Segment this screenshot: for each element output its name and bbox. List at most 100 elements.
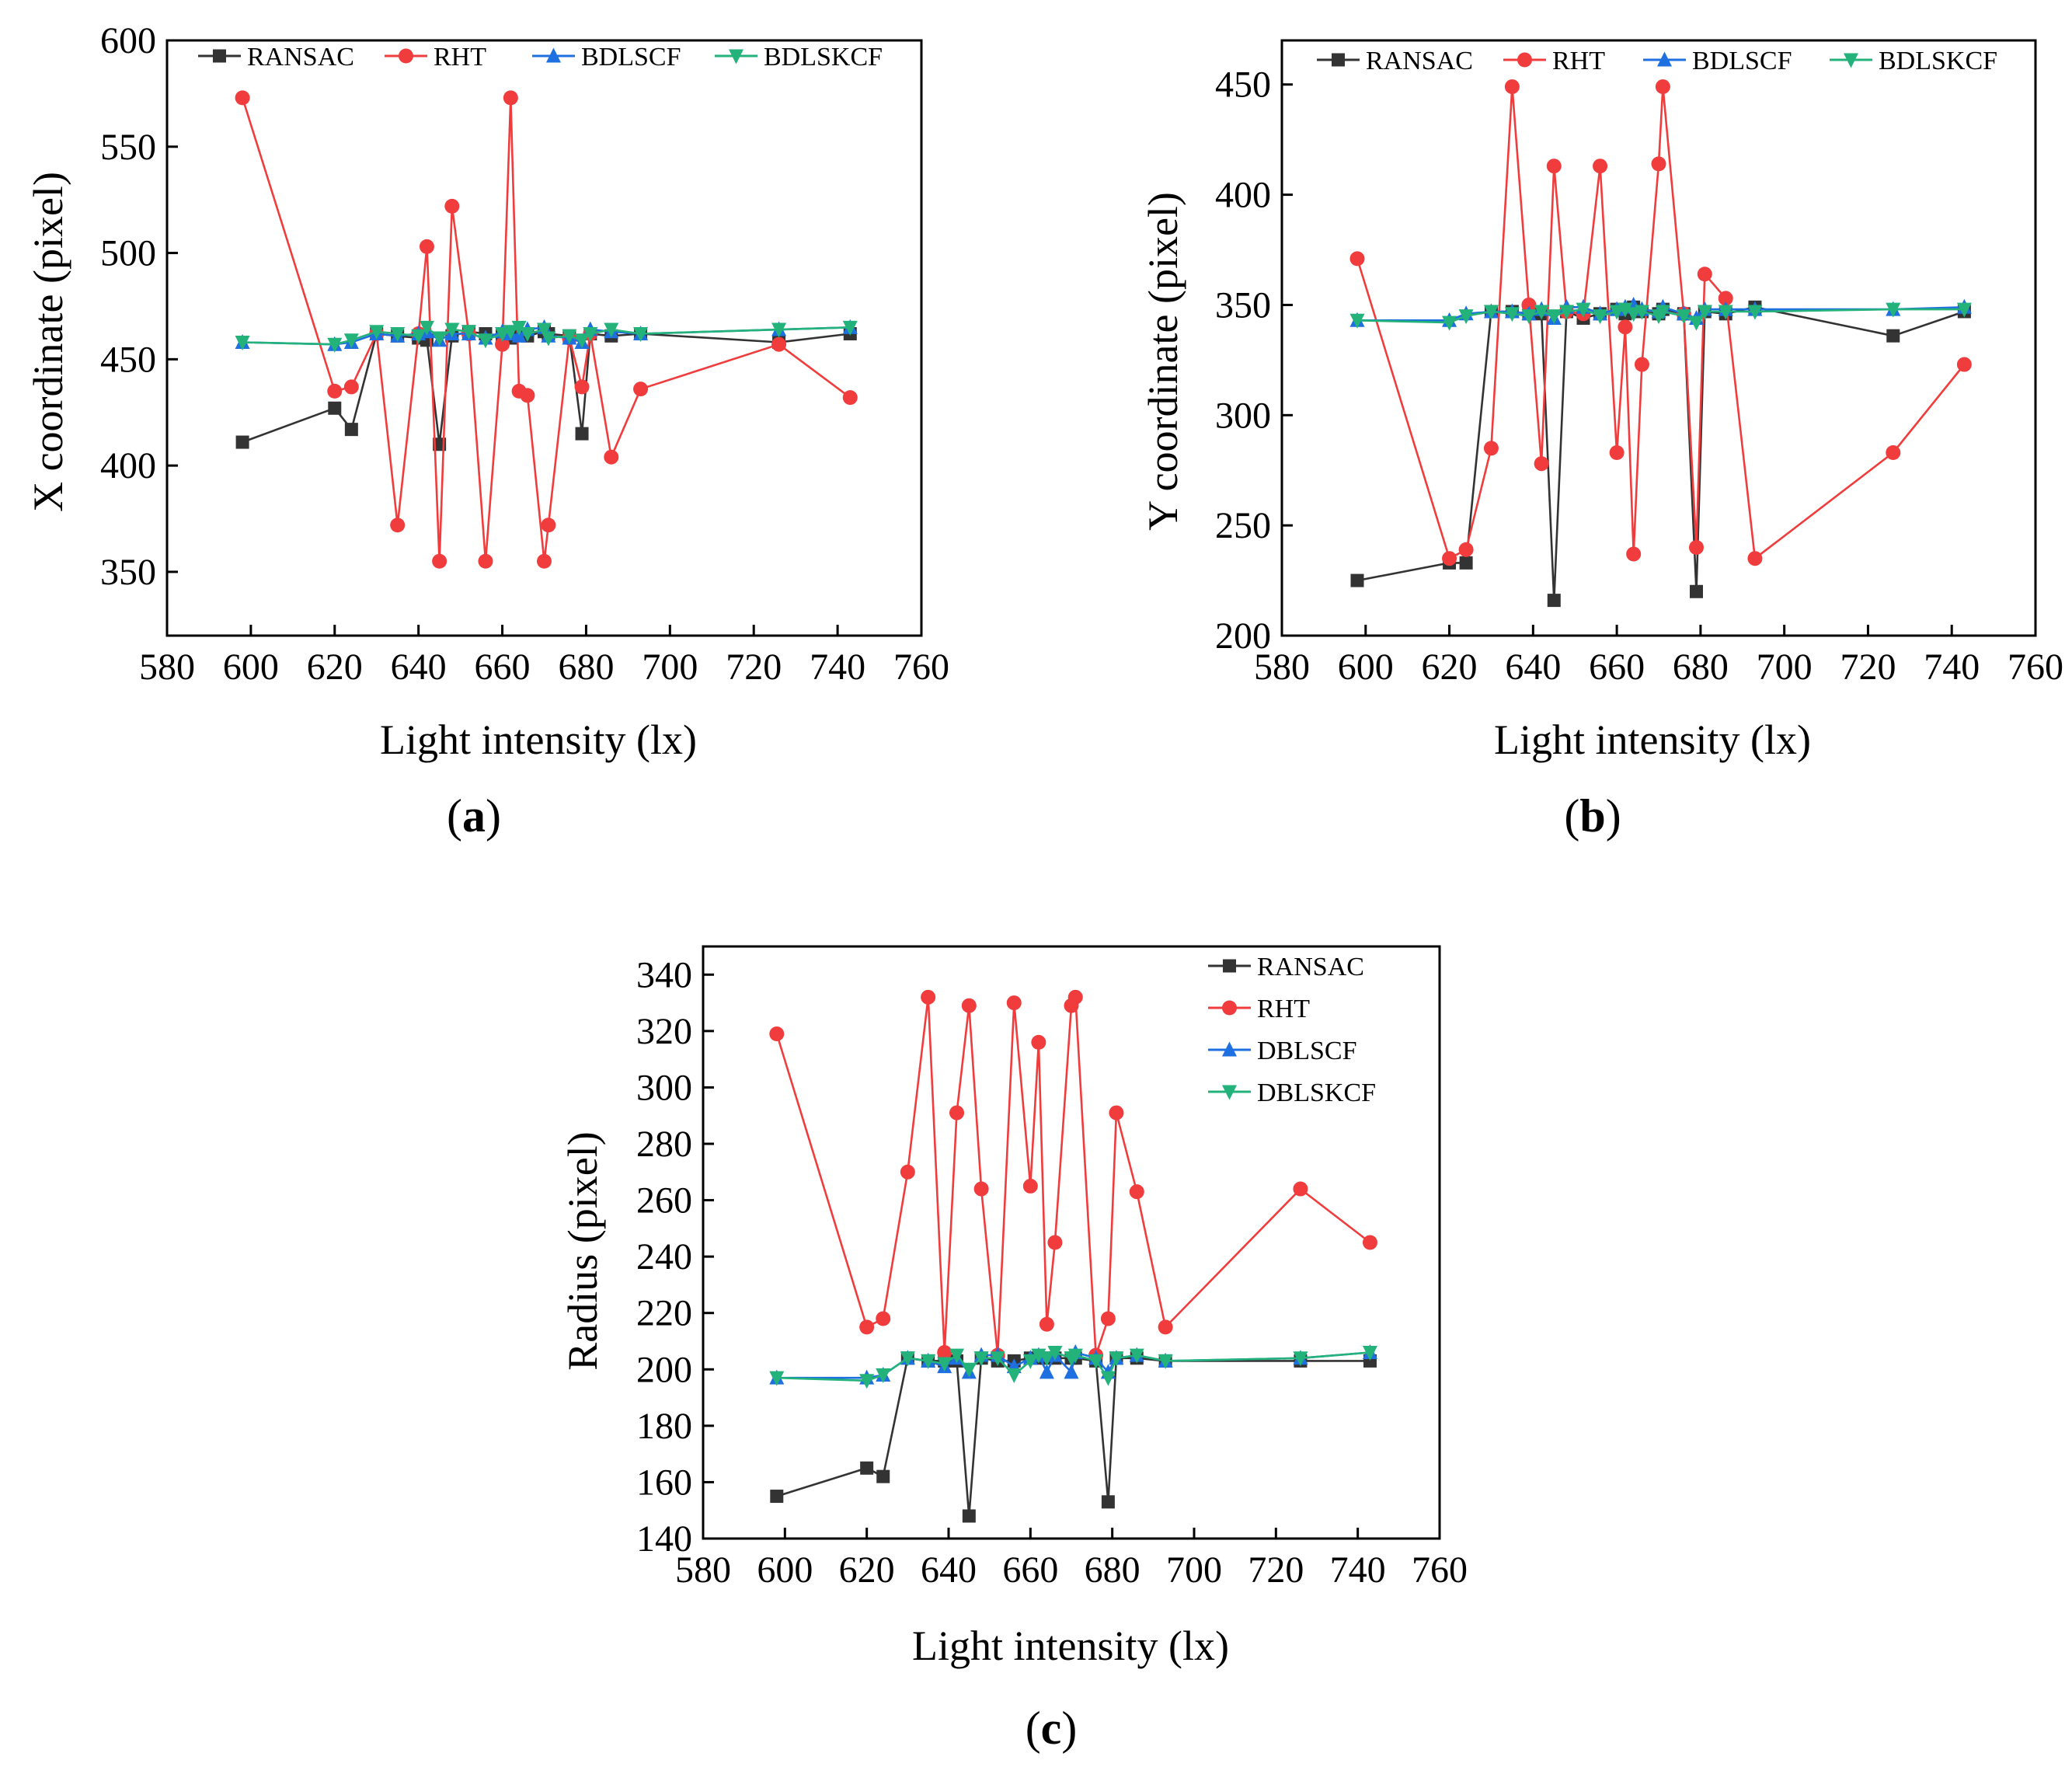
y-tick-label-c-7: 280 [636, 1124, 692, 1165]
data-point-a-bdlskcf-23 [842, 320, 858, 336]
legend-marker-b-2 [1657, 51, 1672, 67]
x-tick-label-a-1: 600 [223, 647, 279, 688]
y-tick-label-b-1: 250 [1215, 505, 1271, 546]
data-point-b-bdlskcf-8 [1558, 305, 1574, 320]
series-line-c-rht [775, 996, 1371, 1357]
data-point-b-rht-11 [1609, 445, 1625, 461]
panel-label-b: (b) [1564, 790, 1621, 842]
data-point-a-rht-4 [390, 518, 406, 533]
x-tick-label-a-4: 660 [475, 647, 531, 688]
x-tick-label-b-0: 580 [1254, 647, 1310, 688]
data-point-b-bdlskcf-18 [1689, 315, 1704, 331]
legend-item-b-bdlskcf: BDLSKCF [1830, 47, 1997, 75]
x-tick-label-a-9: 760 [893, 647, 949, 688]
data-point-a-bdlskcf-17 [562, 329, 577, 344]
series-b-bdlskcf [1349, 302, 1972, 331]
data-point-b-rht-16 [1655, 79, 1670, 95]
y-tick-label-b-2: 300 [1215, 395, 1271, 436]
data-point-c-dblskcf-22 [1293, 1351, 1308, 1367]
x-tick-label-b-3: 640 [1505, 647, 1561, 688]
series-a-bdlskcf [235, 320, 858, 353]
data-point-c-ransac-7 [962, 1509, 976, 1523]
legend-b: RANSAC RHT BDLSCF BDLSKCF [1317, 47, 1997, 75]
plot-frame-c [702, 945, 1441, 1540]
data-point-c-dblskcf-5 [937, 1357, 952, 1372]
data-point-b-bdlskcf-10 [1593, 309, 1608, 325]
legend-a: RANSAC RHT BDLSCF BDLSKCF [198, 43, 883, 71]
data-point-b-rht-14 [1634, 357, 1649, 372]
data-point-c-dblscf-13 [1039, 1364, 1054, 1379]
data-point-a-rht-14 [520, 388, 535, 403]
legend-marker-c-1 [1222, 1000, 1237, 1016]
y-axis-label-a: X coordinate (pixel) [25, 172, 71, 512]
legend-item-a-bdlscf: BDLSCF [532, 43, 681, 71]
data-point-c-rht-18 [1100, 1311, 1116, 1326]
x-tick-label-c-5: 680 [1085, 1549, 1140, 1591]
x-tick-label-b-7: 720 [1840, 647, 1896, 688]
data-point-b-bdlskcf-2 [1458, 309, 1474, 325]
data-point-c-dblskcf-14 [1047, 1346, 1063, 1361]
legend-marker-a-3 [729, 49, 743, 64]
data-point-b-bdlskcf-3 [1483, 305, 1499, 320]
data-point-a-rht-7 [432, 553, 447, 569]
data-point-b-bdlskcf-11 [1609, 305, 1625, 320]
legend-label-b-0: RANSAC [1366, 47, 1473, 75]
x-tick-label-c-0: 580 [675, 1549, 731, 1591]
data-point-b-rht-19 [1697, 267, 1712, 282]
data-point-c-rht-13 [1039, 1316, 1054, 1332]
y-tick-label-c-8: 300 [636, 1067, 692, 1108]
data-point-a-bdlskcf-14 [520, 327, 535, 343]
y-tick-label-a-1: 400 [100, 445, 156, 486]
data-point-a-rht-0 [235, 90, 250, 106]
legend-marker-a-1 [399, 48, 413, 64]
data-point-c-dblskcf-3 [900, 1351, 915, 1367]
data-point-a-rht-2 [343, 379, 359, 395]
data-point-a-bdlskcf-9 [461, 325, 476, 340]
data-point-a-ransac-0 [235, 435, 249, 449]
data-point-b-ransac-2 [1459, 556, 1473, 570]
data-point-c-rht-1 [859, 1319, 875, 1335]
data-point-a-rht-12 [503, 90, 518, 106]
data-point-c-dblskcf-8 [973, 1351, 989, 1367]
data-point-b-bdlskcf-6 [1534, 305, 1549, 320]
data-point-b-rht-12 [1618, 319, 1633, 335]
legend-item-c-dblskcf: DBLSKCF [1208, 1079, 1376, 1107]
y-tick-label-c-6: 260 [636, 1180, 692, 1222]
panel-b: 580 600 620 640 660 680 700 720 740 760 200 250 300 3… [1140, 39, 2063, 842]
data-point-c-rht-12 [1031, 1034, 1046, 1050]
data-point-b-rht-18 [1689, 540, 1704, 556]
data-point-b-bdlskcf-17 [1676, 309, 1691, 325]
y-tick-label-c-2: 180 [636, 1406, 692, 1447]
legend-marker-a-2 [546, 47, 561, 63]
data-point-c-rht-8 [973, 1181, 989, 1197]
data-point-a-bdlskcf-10 [478, 333, 493, 349]
data-point-b-bdlskcf-1 [1442, 315, 1457, 331]
data-point-c-rht-5 [937, 1345, 952, 1361]
data-point-b-rht-22 [1886, 445, 1901, 461]
y-tick-label-a-2: 450 [100, 339, 156, 380]
data-point-b-bdlskcf-12 [1618, 302, 1633, 318]
plot-area-a: 580 600 620 640 660 680 700 720 740 760 350 400 450 5… [100, 20, 949, 688]
x-tick-label-b-4: 660 [1589, 647, 1645, 688]
data-point-c-dblskcf-21 [1158, 1354, 1173, 1369]
x-tick-label-a-6: 700 [642, 647, 698, 688]
data-point-b-bdlskcf-5 [1521, 309, 1537, 325]
y-tick-label-a-3: 500 [100, 233, 156, 274]
data-point-c-dblskcf-6 [949, 1348, 965, 1364]
data-point-c-dblskcf-17 [1088, 1354, 1104, 1369]
data-point-a-ransac-1 [328, 401, 342, 415]
data-point-c-dblskcf-20 [1129, 1348, 1144, 1364]
data-point-c-rht-14 [1047, 1235, 1063, 1250]
legend-label-c-3: DBLSKCF [1257, 1079, 1376, 1107]
legend-marker-b-0 [1332, 53, 1345, 67]
legend-label-c-0: RANSAC [1257, 953, 1364, 981]
data-point-c-rht-23 [1362, 1235, 1377, 1250]
x-tick-label-a-5: 680 [558, 647, 614, 688]
y-tick-label-c-5: 240 [636, 1236, 692, 1277]
legend-item-a-bdlskcf: BDLSKCF [715, 43, 883, 71]
legend-item-b-rht: RHT [1503, 47, 1605, 75]
data-point-a-bdlskcf-8 [444, 322, 460, 338]
data-point-c-dblskcf-18 [1100, 1371, 1116, 1386]
y-axis-label-b: Y coordinate (pixel) [1140, 192, 1186, 531]
legend-label-c-1: RHT [1257, 995, 1310, 1023]
